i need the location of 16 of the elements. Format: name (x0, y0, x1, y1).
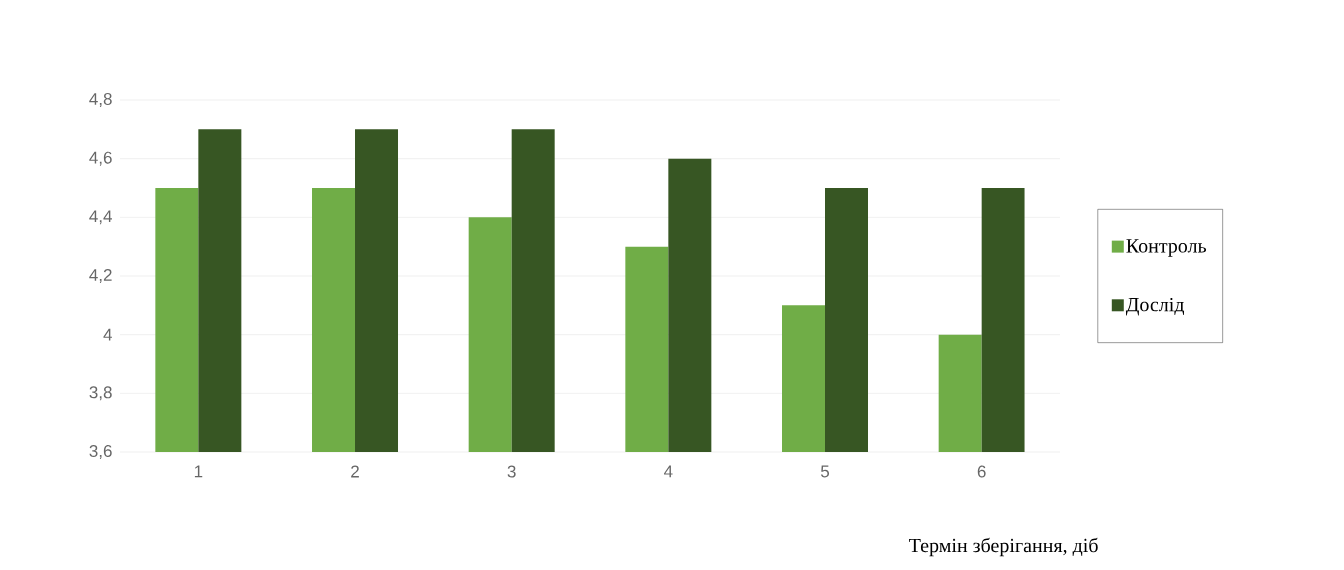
x-tick-label: 6 (977, 465, 986, 478)
y-tick-label: 3,8 (89, 386, 112, 401)
legend-label: Контроль (1126, 239, 1207, 257)
x-tick-label: 2 (351, 465, 359, 478)
x-tick-label: 3 (507, 465, 516, 478)
x-axis-title: Термін зберігання, діб (909, 537, 1098, 557)
y-tick-label: 4,6 (89, 151, 112, 166)
x-tick-label: 4 (664, 465, 673, 478)
y-tick-label: 4,4 (89, 210, 112, 225)
y-tick-label: 4 (103, 328, 112, 341)
legend-label: Дослід (1125, 297, 1185, 316)
y-tick-label: 4,8 (89, 92, 112, 108)
y-tick-label: 4,2 (89, 268, 112, 284)
y-tick-label: 3,6 (89, 444, 112, 460)
x-tick-label: 5 (820, 465, 830, 478)
x-tick-label: 1 (194, 465, 203, 478)
